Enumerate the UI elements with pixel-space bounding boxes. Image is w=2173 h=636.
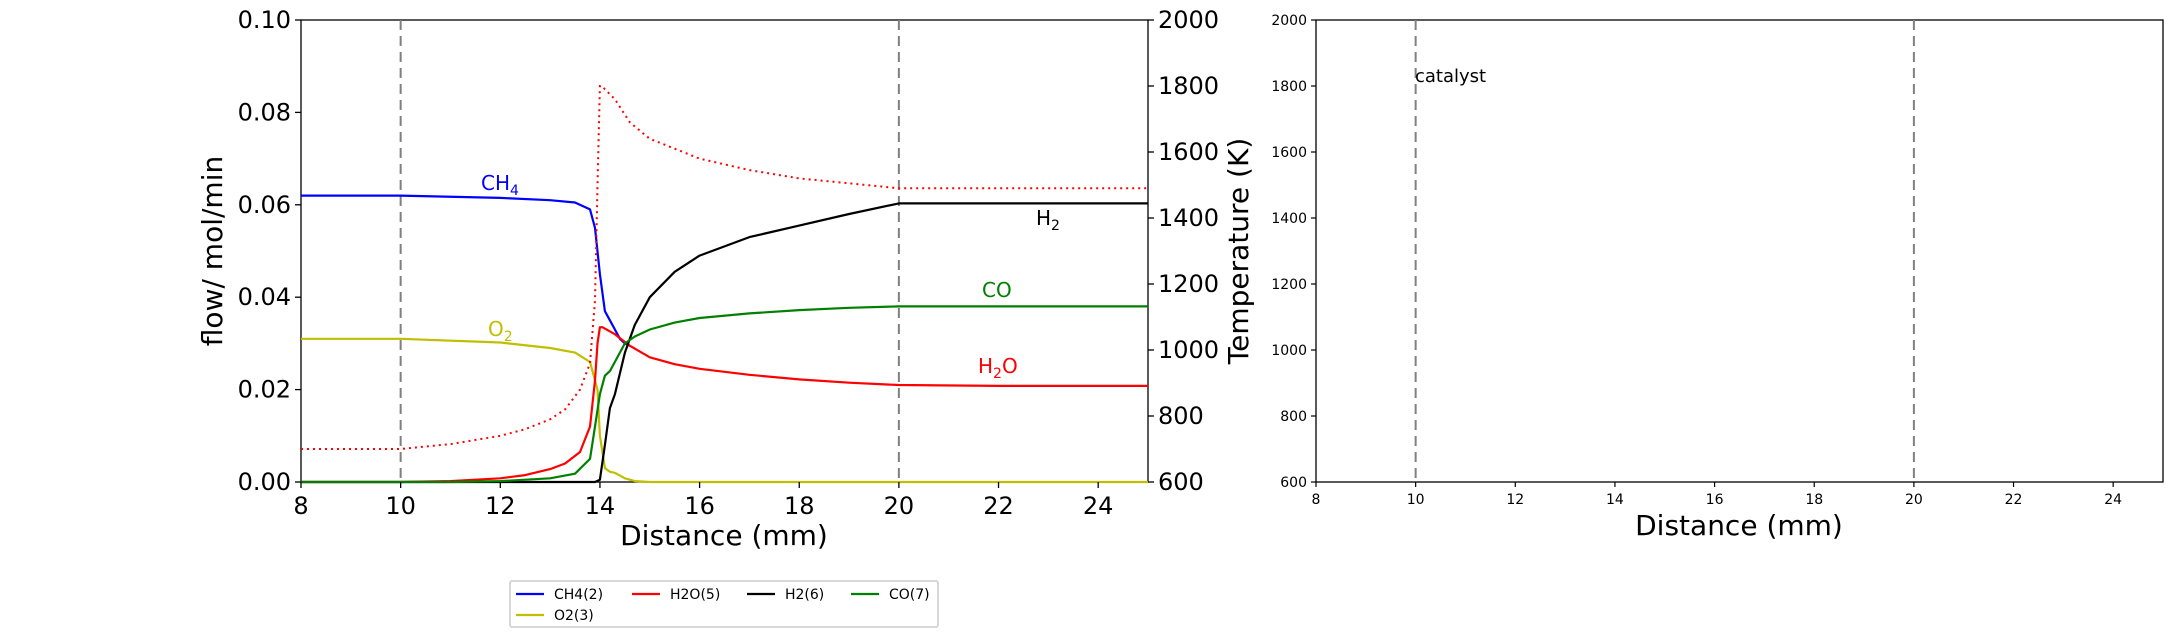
y2-tick-label: 1200 — [1158, 270, 1219, 298]
right-y-ticks: 600 800 1000 1200 1400 1600 1800 2000 — [1271, 13, 1316, 491]
legend-entries: CH4(2) H2O(5) H2(6) CO(7) O2(3) — [516, 587, 930, 624]
y-tick-label: 0.06 — [238, 191, 291, 219]
temperature-line — [301, 85, 1148, 450]
series-line-h2-6 — [301, 202, 1148, 484]
left-y2-axis-title: Temperature (K) — [1222, 138, 1255, 365]
y2-tick-label: 2000 — [1158, 6, 1219, 34]
series-label-ch4: CH4 — [481, 171, 519, 199]
series-label-co: CO — [982, 278, 1012, 302]
x-tick-label: 16 — [684, 492, 715, 520]
left-catalyst-boundaries — [399, 20, 900, 482]
x-tick-label: 18 — [784, 492, 815, 520]
y2-tick-label: 600 — [1158, 468, 1204, 496]
x-tick-label: 8 — [293, 492, 308, 520]
series-line-ch4-2 — [301, 194, 631, 347]
y-tick-label: 1800 — [1271, 79, 1307, 95]
x-tick-label: 8 — [1312, 492, 1321, 508]
x-tick-label: 10 — [1407, 492, 1425, 508]
y-tick-label: 0.08 — [238, 98, 291, 126]
left-y-axis-title: flow/ mol/min — [196, 156, 229, 346]
right-x-ticks: 8 10 12 14 16 18 20 22 24 — [1312, 482, 2122, 508]
series-label-h2o: H2O — [978, 354, 1018, 382]
left-y2-ticks: 600 800 1000 1200 1400 1600 1800 2000 — [1148, 6, 1219, 496]
x-tick-label: 24 — [1083, 492, 1114, 520]
legend-box — [509, 580, 939, 628]
right-catalyst-boundaries — [1414, 20, 1915, 482]
y-tick-label: 600 — [1280, 475, 1307, 491]
y-tick-label: 1200 — [1271, 277, 1307, 293]
x-tick-label: 10 — [385, 492, 416, 520]
series-line-co-7 — [301, 305, 1148, 484]
x-tick-label: 22 — [2005, 492, 2023, 508]
right-plot: 8 10 12 14 16 18 20 22 24 600 800 1000 1200 1400 1600… — [1271, 13, 2164, 542]
x-tick-label: 12 — [485, 492, 516, 520]
series-line-o2-3 — [301, 337, 1148, 484]
right-x-axis-title: Distance (mm) — [1635, 509, 1843, 542]
y2-tick-label: 1600 — [1158, 138, 1219, 166]
y-tick-label: 1600 — [1271, 145, 1307, 161]
legend-label: CH4(2) — [554, 587, 603, 603]
left-plot: 8 10 12 14 16 18 20 22 24 0.000.020.040.060.080.… — [196, 6, 1255, 552]
x-tick-label: 24 — [2104, 492, 2122, 508]
y-tick-label: 800 — [1280, 409, 1307, 425]
x-tick-label: 16 — [1706, 492, 1724, 508]
legend-label: H2O(5) — [670, 587, 720, 603]
left-x-ticks: 8 10 12 14 16 18 20 22 24 — [293, 482, 1113, 520]
series-label-o2: O2 — [488, 317, 513, 345]
legend: CH4(2) H2O(5) H2(6) CO(7) O2(3) — [509, 580, 939, 628]
legend-label: H2(6) — [785, 587, 824, 603]
legend-label: CO(7) — [889, 587, 930, 603]
x-tick-label: 12 — [1506, 492, 1524, 508]
x-tick-label: 18 — [1805, 492, 1823, 508]
y-tick-label: 2000 — [1271, 13, 1307, 29]
y-tick-label: 0.10 — [238, 6, 291, 34]
y2-tick-label: 1000 — [1158, 336, 1219, 364]
y-tick-label: 1000 — [1271, 343, 1307, 359]
left-x-axis-title: Distance (mm) — [620, 519, 828, 552]
legend-label: O2(3) — [554, 608, 594, 624]
left-plot-frame — [300, 19, 1149, 483]
series-label-h2: H2 — [1036, 206, 1060, 234]
x-tick-label: 20 — [884, 492, 915, 520]
catalyst-annotation: catalyst — [1415, 66, 1486, 87]
x-tick-label: 14 — [1606, 492, 1624, 508]
series-line-h2o-5 — [301, 326, 1148, 484]
y-tick-label: 1400 — [1271, 211, 1307, 227]
y-tick-label: 0.00 — [238, 468, 291, 496]
left-y-ticks: 0.00 0.02 0.04 0.06 0.08 0.10 — [238, 6, 301, 496]
x-tick-label: 20 — [1905, 492, 1923, 508]
right-plot-frame — [1315, 19, 2164, 483]
y-tick-label: 0.02 — [238, 376, 291, 404]
y2-tick-label: 1800 — [1158, 72, 1219, 100]
y2-tick-label: 1400 — [1158, 204, 1219, 232]
y-tick-label: 0.04 — [238, 283, 291, 311]
left-series-lines — [301, 85, 1148, 484]
y2-tick-label: 800 — [1158, 402, 1204, 430]
x-tick-label: 14 — [585, 492, 616, 520]
x-tick-label: 22 — [983, 492, 1014, 520]
